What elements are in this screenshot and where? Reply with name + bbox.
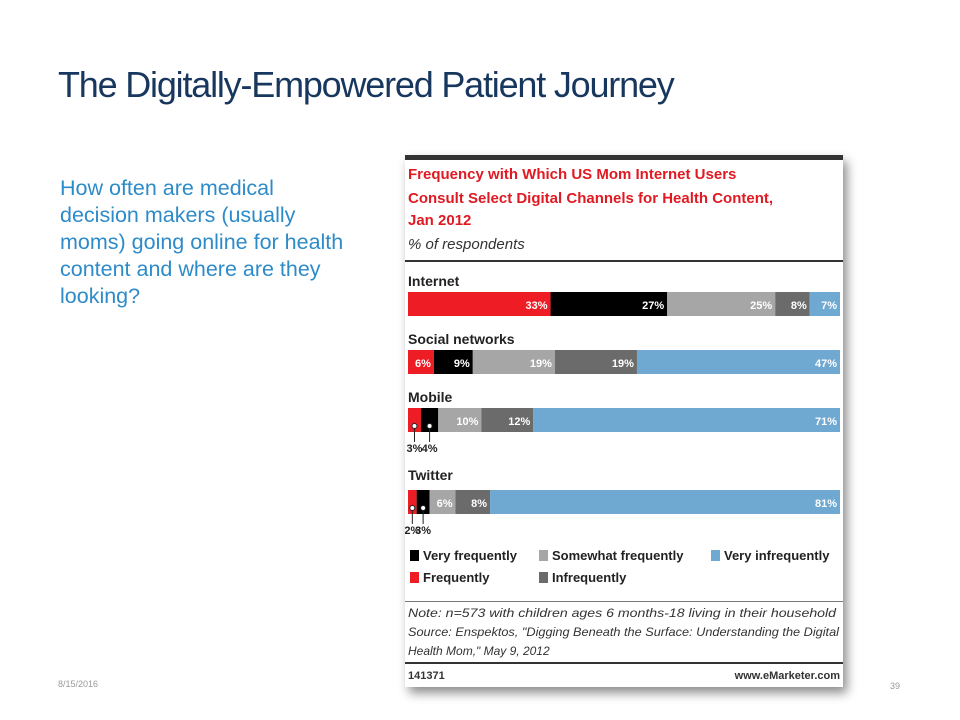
data-label: 2% (405, 525, 420, 537)
footer-rule (405, 662, 843, 664)
category-label: Internet (408, 273, 460, 289)
bar-segment (408, 490, 417, 514)
data-label: 10% (456, 416, 478, 428)
data-label: 3% (407, 443, 423, 455)
body-line: decision makers (usually (60, 203, 296, 227)
legend-label: Somewhat frequently (552, 548, 684, 563)
data-label: 47% (815, 358, 837, 370)
data-label: 8% (471, 498, 487, 510)
legend-swatch (410, 550, 419, 561)
body-line: moms) going online for health (60, 230, 344, 254)
notes-rule (405, 601, 843, 602)
bar-segment (433, 350, 473, 374)
legend-swatch (539, 572, 548, 583)
bar-segment (550, 292, 668, 316)
bar-segment (481, 408, 534, 432)
bar-segment (490, 490, 840, 514)
bar-segment (533, 408, 840, 432)
legend: Very frequently Somewhat frequently Very i… (410, 548, 830, 585)
label-leader-dot (409, 505, 416, 511)
bar-segment (429, 490, 456, 514)
legend-swatch (410, 572, 419, 583)
chart-title-line: Frequency with Which US Mom Internet Use… (408, 166, 736, 183)
chart-note: Note: n=573 with children ages 6 months-… (408, 606, 836, 620)
data-label: 4% (422, 443, 438, 455)
bar-segment (667, 292, 776, 316)
legend-swatch (539, 550, 548, 561)
bar-segment (775, 292, 810, 316)
chart-image: Frequency with Which US Mom Internet Use… (404, 155, 843, 687)
bars-layer: Internet 33% 27% 25% 8% 7% Social networks 6% 9%… (404, 273, 840, 537)
bar-segment (809, 292, 840, 316)
page-number: 39 (890, 681, 901, 691)
footer-date: 8/15/2016 (58, 679, 99, 689)
data-label: 12% (508, 416, 530, 428)
data-label: 27% (642, 300, 664, 312)
data-label: 6% (437, 498, 453, 510)
bar-segment (455, 490, 491, 514)
data-label: 81% (815, 498, 837, 510)
data-label: 19% (530, 358, 552, 370)
bar-segment (408, 350, 434, 374)
source-url: www.eMarketer.com (734, 670, 841, 682)
bar-segment (472, 350, 555, 374)
bar-segment (408, 408, 421, 432)
legend-label: Very infrequently (724, 548, 830, 563)
chart-id: 141371 (408, 670, 445, 682)
body-line: content and where are they (60, 257, 321, 281)
legend-label: Infrequently (552, 570, 627, 585)
chart-subtitle: % of respondents (408, 236, 525, 253)
legend-label: Frequently (423, 570, 490, 585)
data-label: 7% (821, 300, 837, 312)
legend-label: Very frequently (423, 548, 518, 563)
stacked-bar-chart: Frequency with Which US Mom Internet Use… (404, 155, 843, 682)
label-leader-dot (420, 505, 427, 511)
bar-segment (416, 490, 430, 514)
label-leader-dot (411, 423, 418, 429)
data-label: 71% (815, 416, 837, 428)
label-leader-dot (426, 423, 433, 429)
chart-title-line: Consult Select Digital Channels for Heal… (408, 190, 773, 207)
top-rule (405, 155, 843, 160)
bar-segment (438, 408, 482, 432)
data-label: 33% (526, 300, 548, 312)
category-label: Social networks (408, 331, 515, 347)
bar-segment (420, 408, 439, 432)
data-label: 3% (415, 525, 431, 537)
category-label: Mobile (408, 389, 453, 405)
chart-title-line: Jan 2012 (408, 212, 471, 229)
slide-body-text: How often are medical decision makers (u… (60, 175, 420, 310)
data-label: 6% (415, 358, 431, 370)
subtitle-rule (405, 260, 843, 262)
legend-swatch (711, 550, 720, 561)
category-label: Twitter (408, 467, 453, 483)
bar-segment (554, 350, 637, 374)
slide-title: The Digitally-Empowered Patient Journey (58, 64, 675, 105)
chart-source: Source: Enspektos, "Digging Beneath the … (408, 625, 839, 639)
data-label: 8% (791, 300, 807, 312)
chart-source: Health Mom," May 9, 2012 (408, 644, 550, 658)
data-label: 25% (750, 300, 772, 312)
data-label: 19% (612, 358, 634, 370)
data-label: 9% (454, 358, 470, 370)
bar-segment (636, 350, 840, 374)
body-line: How often are medical (60, 176, 274, 200)
bar-segment (408, 292, 551, 316)
body-line: looking? (60, 284, 141, 308)
